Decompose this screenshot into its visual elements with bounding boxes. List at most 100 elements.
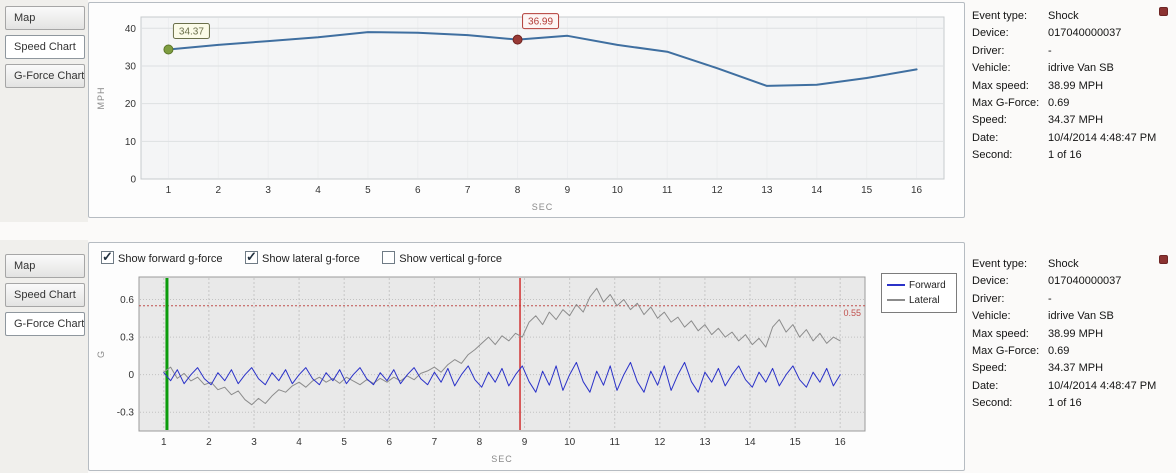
svg-text:SEC: SEC (532, 202, 554, 212)
info-label: Speed: (972, 114, 1007, 127)
info-row: Max G-Force: 0.69 (972, 343, 1168, 360)
gforce-panel-tab-column (0, 240, 88, 473)
gforce-chart-panel: Map Speed Chart G-Force Chart Show forwa… (0, 240, 1176, 473)
svg-text:4: 4 (296, 437, 302, 448)
info-row: Vehicle: idrive Van SB (972, 308, 1168, 325)
forward-line-swatch-icon (887, 284, 905, 287)
info-value: idrive Van SB (1048, 62, 1114, 75)
info-label: Second: (972, 397, 1013, 410)
svg-text:14: 14 (811, 185, 823, 196)
info-label: Max G-Force: (972, 345, 1040, 358)
panel-close-icon[interactable] (1159, 255, 1168, 264)
svg-text:9: 9 (565, 185, 571, 196)
svg-text:20: 20 (125, 99, 137, 110)
svg-text:7: 7 (465, 185, 471, 196)
gforce-chart-canvas[interactable]: 1 2 3 4 5 6 7 8 9 10 11 12 13 14 15 16-0.300.30.6SECG0.… (93, 269, 873, 465)
info-row: Speed: 34.37 MPH (972, 360, 1168, 377)
info-row: Device: 017040000037 (972, 273, 1168, 290)
svg-text:13: 13 (699, 437, 711, 448)
panel-close-icon[interactable] (1159, 7, 1168, 16)
info-row: Speed: 34.37 MPH (972, 112, 1168, 129)
svg-text:14: 14 (744, 437, 756, 448)
info-label: Vehicle: (972, 310, 1011, 323)
svg-text:6: 6 (386, 437, 392, 448)
legend-label: Forward (909, 280, 946, 291)
svg-text:0.6: 0.6 (120, 295, 134, 306)
svg-text:16: 16 (835, 437, 847, 448)
tab-gforce-chart-bottom[interactable]: G-Force Chart (5, 312, 85, 336)
gforce-chart-box: Show forward g-force Show lateral g-forc… (88, 242, 965, 471)
svg-text:11: 11 (610, 437, 621, 448)
svg-text:12: 12 (712, 185, 724, 196)
tab-speed-chart-bottom[interactable]: Speed Chart (5, 283, 85, 307)
info-value: 38.99 MPH (1048, 327, 1104, 340)
tab-map-top[interactable]: Map (5, 6, 85, 30)
svg-text:3: 3 (251, 437, 257, 448)
checkbox-show-vertical-gforce[interactable]: Show vertical g-force (382, 251, 502, 265)
svg-text:0: 0 (128, 370, 134, 381)
checkbox-icon (245, 249, 258, 265)
svg-text:0.55: 0.55 (843, 308, 861, 318)
gforce-checkbox-row: Show forward g-force Show lateral g-forc… (101, 249, 520, 267)
tab-gforce-chart-top[interactable]: G-Force Chart (5, 64, 85, 88)
info-value: idrive Van SB (1048, 310, 1114, 323)
info-label: Device: (972, 275, 1009, 288)
info-label: Max speed: (972, 327, 1029, 340)
info-value: - (1048, 292, 1052, 305)
info-label: Date: (972, 379, 999, 392)
svg-text:15: 15 (861, 185, 873, 196)
speed-chart-canvas[interactable]: 1 2 3 4 5 6 7 8 9 10 11 12 13 14 15 16010203040SECMPH34… (93, 7, 960, 213)
info-value: 34.37 MPH (1048, 362, 1104, 375)
svg-text:5: 5 (365, 185, 371, 196)
svg-text:10: 10 (125, 137, 137, 148)
checkbox-label: Show forward g-force (118, 253, 223, 265)
svg-text:MPH: MPH (96, 87, 106, 110)
info-row: Second: 1 of 16 (972, 395, 1168, 412)
svg-text:G: G (96, 350, 106, 358)
lateral-line-swatch-icon (887, 299, 905, 302)
info-label: Vehicle: (972, 62, 1011, 75)
info-label: Device: (972, 27, 1009, 40)
svg-text:1: 1 (166, 185, 172, 196)
svg-text:8: 8 (477, 437, 483, 448)
info-label: Max G-Force: (972, 97, 1040, 110)
info-row: Second: 1 of 16 (972, 147, 1168, 164)
info-row: Driver: - (972, 43, 1168, 60)
tab-map-bottom[interactable]: Map (5, 254, 85, 278)
info-value: 0.69 (1048, 345, 1070, 358)
checkbox-show-lateral-gforce[interactable]: Show lateral g-force (245, 249, 360, 265)
checkbox-label: Show lateral g-force (262, 253, 360, 265)
info-value: 017040000037 (1048, 275, 1122, 288)
svg-text:11: 11 (662, 185, 673, 196)
checkbox-label: Show vertical g-force (399, 253, 502, 265)
svg-text:6: 6 (415, 185, 421, 196)
info-label: Event type: (972, 10, 1028, 22)
info-value: 10/4/2014 4:48:47 PM (1048, 379, 1157, 392)
info-label: Driver: (972, 292, 1005, 305)
svg-text:16: 16 (911, 185, 923, 196)
info-value: 38.99 MPH (1048, 79, 1104, 92)
info-row: Device: 017040000037 (972, 25, 1168, 42)
event-info-panel-bottom: Event type: Shock Device: 017040000037 Dri… (972, 256, 1168, 413)
speed-chart-box: 1 2 3 4 5 6 7 8 9 10 11 12 13 14 15 16 0 10 20 30 40 SEC MPH 34… (88, 2, 965, 218)
info-value: Shock (1048, 10, 1079, 22)
svg-text:SEC: SEC (491, 454, 513, 464)
svg-text:0.3: 0.3 (120, 333, 134, 344)
speed-panel-tabs: Map Speed Chart G-Force Chart (5, 6, 85, 93)
info-row: Max G-Force: 0.69 (972, 95, 1168, 112)
svg-text:13: 13 (761, 185, 773, 196)
tab-speed-chart-top[interactable]: Speed Chart (5, 35, 85, 59)
svg-text:8: 8 (515, 185, 521, 196)
info-value: Shock (1048, 258, 1079, 270)
svg-text:30: 30 (125, 61, 137, 72)
legend-item-forward: Forward (887, 278, 951, 293)
info-label: Speed: (972, 362, 1007, 375)
svg-text:4: 4 (315, 185, 321, 196)
info-label: Max speed: (972, 79, 1029, 92)
info-value: 017040000037 (1048, 27, 1122, 40)
checkbox-show-forward-gforce[interactable]: Show forward g-force (101, 249, 223, 265)
svg-text:12: 12 (654, 437, 666, 448)
svg-text:36.99: 36.99 (528, 17, 553, 28)
svg-text:10: 10 (564, 437, 576, 448)
